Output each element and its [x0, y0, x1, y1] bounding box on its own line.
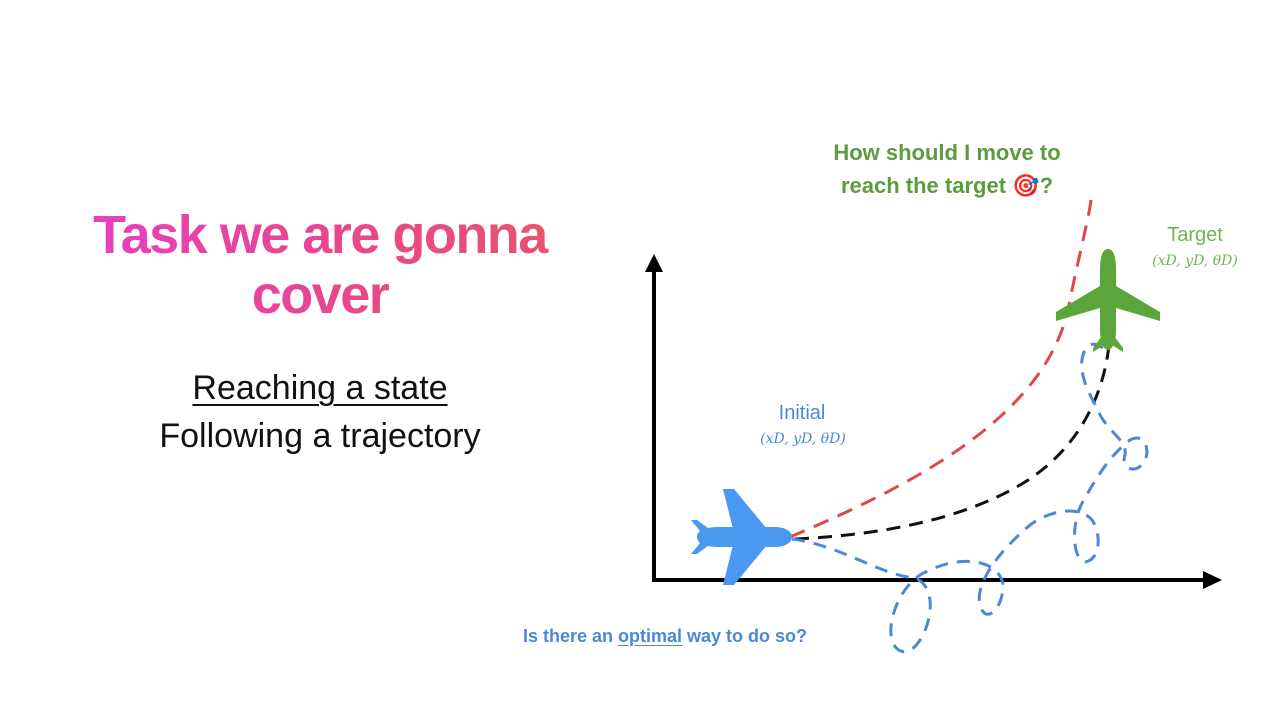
- y-axis-arrow: [645, 254, 663, 272]
- target-airplane-icon: [1056, 249, 1160, 352]
- optimal-question: Is there an optimal way to do so?: [500, 626, 830, 647]
- how-to-move-question: How should I move to reach the target 🎯?: [806, 136, 1088, 202]
- task-following-trajectory: Following a trajectory: [159, 417, 481, 455]
- question-line1: How should I move to: [833, 140, 1061, 165]
- optimal-word: optimal: [618, 626, 683, 646]
- initial-airplane-icon: [691, 489, 792, 585]
- optimal-question-before: Is there an: [522, 626, 613, 646]
- task-reaching-state: Reaching a state: [192, 369, 448, 407]
- initial-coords: (xD, yD, θD): [760, 431, 846, 447]
- black-dashed-path: [794, 329, 1112, 541]
- target-label: Target: [1167, 224, 1223, 246]
- optimal-question-after: way to do so?: [687, 626, 808, 646]
- target-coords: (xD, yD, θD): [1152, 253, 1238, 269]
- target-icon: 🎯: [1012, 173, 1040, 198]
- slide-title: Task we are gonna cover: [60, 205, 580, 325]
- red-dashed-path: [789, 191, 1094, 539]
- question-line2: reach the target: [840, 173, 1007, 198]
- x-axis-arrow: [1203, 571, 1222, 589]
- initial-label: Initial: [778, 402, 826, 424]
- question-mark: ?: [1039, 173, 1054, 198]
- blue-dashed-path: [791, 342, 1149, 654]
